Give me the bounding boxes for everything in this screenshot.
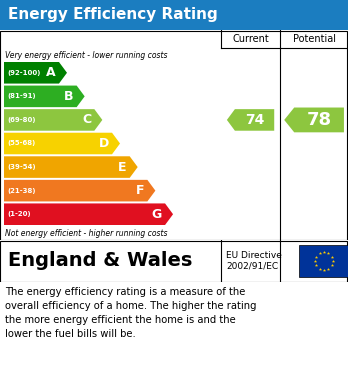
- Text: D: D: [99, 137, 109, 150]
- Text: C: C: [82, 113, 91, 126]
- Text: 78: 78: [307, 111, 332, 129]
- Polygon shape: [284, 108, 344, 132]
- Text: (1-20): (1-20): [7, 211, 31, 217]
- Text: Energy Efficiency Rating: Energy Efficiency Rating: [8, 7, 218, 23]
- Polygon shape: [4, 156, 138, 178]
- Text: B: B: [64, 90, 74, 103]
- Text: A: A: [46, 66, 56, 79]
- Polygon shape: [4, 62, 67, 84]
- Text: EU Directive
2002/91/EC: EU Directive 2002/91/EC: [226, 251, 282, 271]
- Text: Potential: Potential: [293, 34, 335, 44]
- Text: (55-68): (55-68): [7, 140, 35, 147]
- Text: 74: 74: [245, 113, 264, 127]
- Text: Current: Current: [232, 34, 269, 44]
- Bar: [299, 245, 348, 277]
- Text: Very energy efficient - lower running costs: Very energy efficient - lower running co…: [5, 50, 167, 59]
- Text: F: F: [136, 184, 144, 197]
- Text: The energy efficiency rating is a measure of the
overall efficiency of a home. T: The energy efficiency rating is a measur…: [5, 287, 256, 339]
- Text: (39-54): (39-54): [7, 164, 35, 170]
- Text: G: G: [152, 208, 162, 221]
- Text: England & Wales: England & Wales: [8, 251, 192, 271]
- Text: (81-91): (81-91): [7, 93, 35, 99]
- Text: (69-80): (69-80): [7, 117, 35, 123]
- Polygon shape: [4, 109, 102, 131]
- Text: E: E: [118, 161, 127, 174]
- Polygon shape: [4, 133, 120, 154]
- Polygon shape: [4, 180, 155, 201]
- Text: Not energy efficient - higher running costs: Not energy efficient - higher running co…: [5, 229, 167, 238]
- Polygon shape: [4, 203, 173, 225]
- Text: (92-100): (92-100): [7, 70, 40, 76]
- Text: (21-38): (21-38): [7, 188, 35, 194]
- Polygon shape: [227, 109, 274, 131]
- Polygon shape: [4, 86, 85, 107]
